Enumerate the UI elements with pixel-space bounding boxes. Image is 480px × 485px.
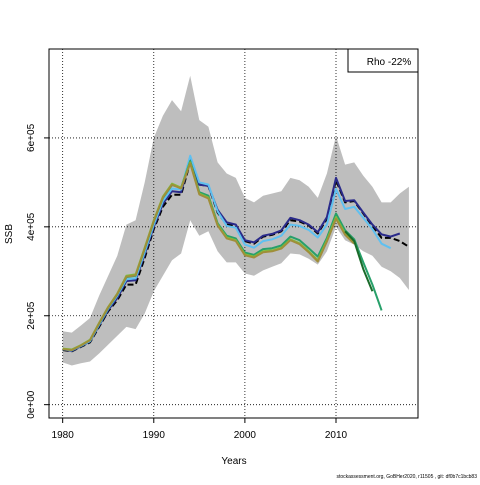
y-tick-label: 4e+05 [26, 212, 37, 241]
series-line-7 [344, 230, 374, 292]
y-tick-label: 0e+00 [26, 390, 37, 419]
series-line-6 [62, 162, 355, 351]
x-tick-label: 1990 [143, 430, 166, 441]
series-lines [62, 154, 410, 353]
x-tick-label: 2000 [234, 430, 257, 441]
series-line-2 [62, 158, 401, 352]
x-axis-label: Years [221, 456, 246, 467]
rho-legend: Rho -22% [347, 48, 419, 73]
plot-frame [48, 48, 419, 419]
footer-credit: stockassessment.org, GoBHer2020, r11505 … [336, 474, 477, 480]
x-tick-label: 2010 [325, 430, 348, 441]
x-tick-label: 1980 [52, 430, 75, 441]
rho-legend-box [347, 48, 419, 73]
y-axis-label: SSB [4, 224, 15, 244]
rho-legend-text: Rho -22% [367, 57, 412, 68]
y-tick-label: 2e+05 [26, 301, 37, 330]
y-tick-label: 6e+05 [26, 123, 37, 152]
confidence-band-area [62, 75, 409, 366]
x-axis: 1980 1990 2000 2010 [52, 418, 348, 441]
y-axis: 0e+00 2e+05 4e+05 6e+05 [26, 123, 49, 419]
confidence-band [62, 75, 409, 366]
